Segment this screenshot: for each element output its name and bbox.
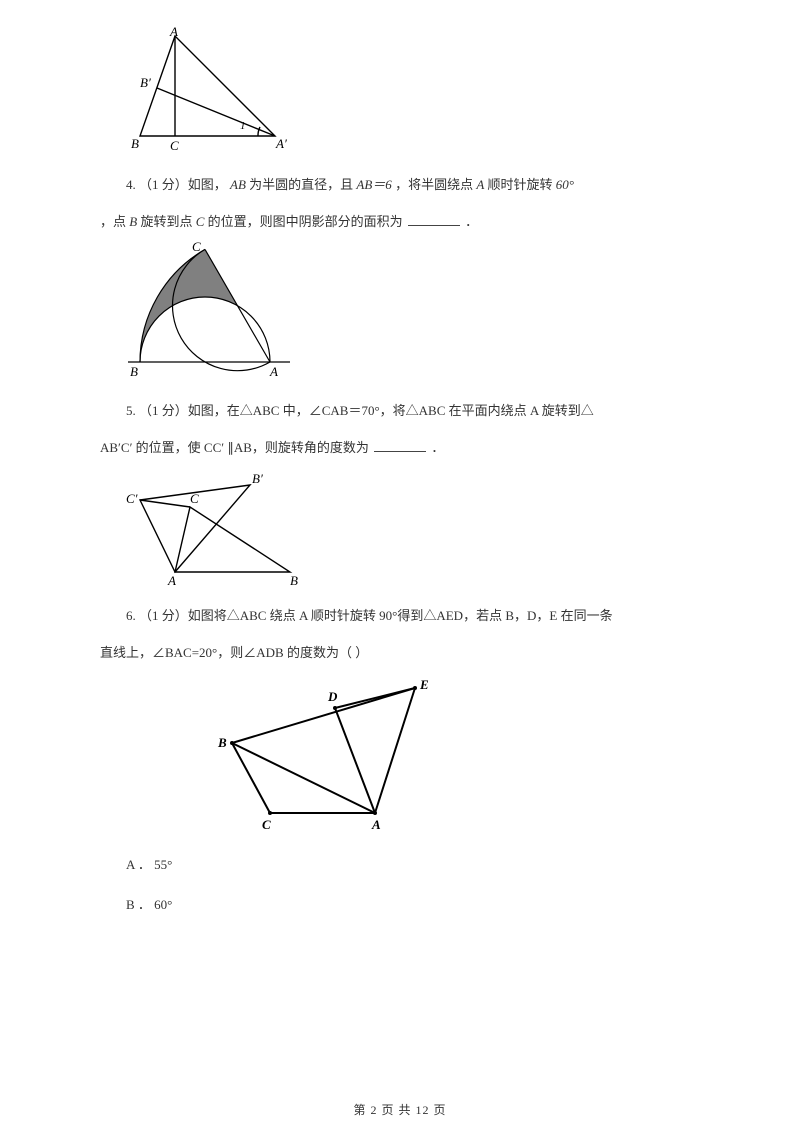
- q4-l2c: 的位置，则图中阴影部分的面积为: [208, 214, 403, 229]
- q4-l2d: ．: [465, 214, 478, 229]
- q4-prefix: 4. （1 分）如图，: [126, 177, 230, 192]
- fig5-label-Bp: B′: [252, 471, 263, 486]
- fig4-label-C: C: [192, 242, 201, 254]
- fig6-svg: B C A D E: [210, 673, 440, 833]
- fig5-label-B: B: [290, 573, 298, 587]
- q4-ab: AB: [230, 177, 246, 192]
- q4-blank: [408, 214, 460, 227]
- question-4: 4. （1 分）如图， AB 为半圆的直径，且 AB＝6 ，将半圆绕点 A 顺时…: [100, 171, 700, 198]
- question-5: 5. （1 分）如图，在△ABC 中，∠CAB＝70°，将△ABC 在平面内绕点…: [100, 397, 700, 424]
- fig3-svg: A B′ B C A′ 1: [120, 26, 290, 156]
- fig3-label-C: C: [170, 138, 179, 153]
- q4-b: B: [129, 214, 137, 229]
- q5-l2: AB′C′ 的位置，使 CC′ ∥AB，则旋转角的度数为: [100, 440, 369, 455]
- figure-q3: A B′ B C A′ 1: [120, 26, 700, 161]
- fig3-label-B: B: [131, 136, 139, 151]
- choice-A: A ． 55°: [100, 852, 700, 878]
- question-4-line2: ，点 B 旋转到点 C 的位置，则图中阴影部分的面积为 ．: [100, 208, 700, 235]
- fig5-label-A: A: [167, 573, 176, 587]
- q4-l2a: ，点: [100, 214, 129, 229]
- q4-t3: 顺时针旋转: [488, 177, 556, 192]
- fig6-label-D: D: [327, 689, 338, 704]
- footer-total: 12: [416, 1103, 430, 1117]
- page-footer: 第 2 页 共 12 页: [0, 1101, 800, 1118]
- footer-c: 页: [434, 1103, 447, 1117]
- fig4-label-B: B: [130, 364, 138, 379]
- question-6-line2: 直线上，∠BAC=20°，则∠ADB 的度数为（ ）: [100, 639, 700, 666]
- fig5-label-C: C: [190, 491, 199, 506]
- fig6-label-C: C: [262, 817, 271, 832]
- figure-q4: B A C: [120, 242, 700, 387]
- footer-b: 页 共: [381, 1103, 415, 1117]
- figure-q5: C′ C B′ A B: [120, 467, 700, 592]
- q4-ang: 60°: [556, 177, 574, 192]
- fig4-label-A: A: [269, 364, 278, 379]
- question-6: 6. （1 分）如图将△ABC 绕点 A 顺时针旋转 90°得到△AED，若点 …: [100, 602, 700, 629]
- q4-a: A: [476, 177, 484, 192]
- footer-page: 2: [370, 1103, 377, 1117]
- fig6-label-A: A: [371, 817, 381, 832]
- q6-prefix: 6. （1 分）如图将△ABC 绕点 A 顺时针旋转 90°得到△AED，若点 …: [126, 608, 613, 623]
- fig3-label-Ap: A′: [275, 136, 287, 151]
- q5-tail: ．: [431, 440, 444, 455]
- fig5-svg: C′ C B′ A B: [120, 467, 320, 587]
- fig3-label-A: A: [169, 26, 178, 39]
- footer-a: 第: [353, 1103, 370, 1117]
- fig4-svg: B A C: [120, 242, 320, 382]
- fig6-label-B: B: [217, 735, 227, 750]
- fig3-label-1: 1: [240, 120, 246, 132]
- q4-l2b: 旋转到点: [140, 214, 195, 229]
- q4-t1: 为半圆的直径，且: [249, 177, 356, 192]
- q4-c: C: [196, 214, 205, 229]
- fig6-label-E: E: [419, 677, 429, 692]
- fig3-label-Bp: B′: [140, 75, 151, 90]
- figure-q6: B C A D E: [210, 673, 700, 838]
- q4-t2: ，将半圆绕点: [395, 177, 476, 192]
- q5-prefix: 5. （1 分）如图，在△ABC 中，∠CAB＝70°，将△ABC 在平面内绕点…: [126, 403, 594, 418]
- choice-B: B ． 60°: [100, 892, 700, 918]
- q5-blank: [374, 439, 426, 452]
- exam-page: { "figures": { "fig3": { "labels": { "A"…: [0, 0, 800, 1132]
- q6-l2: 直线上，∠BAC=20°，则∠ADB 的度数为（ ）: [100, 645, 368, 660]
- question-5-line2: AB′C′ 的位置，使 CC′ ∥AB，则旋转角的度数为 ．: [100, 434, 700, 461]
- q4-abeq: AB＝6: [356, 177, 391, 192]
- fig5-label-Cp: C′: [126, 491, 138, 506]
